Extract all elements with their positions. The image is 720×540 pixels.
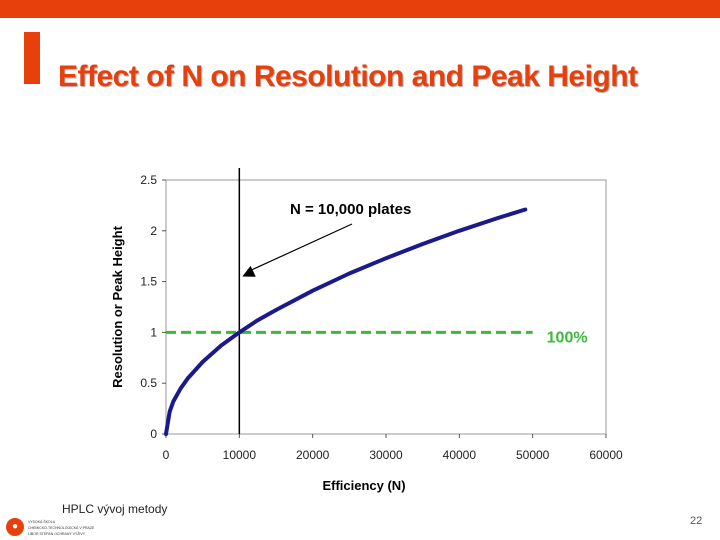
y-axis-label: Resolution or Peak Height — [110, 225, 125, 387]
efficiency-chart: 0 0.5 1 1.5 2 2.5 0 10000 20000 30000 40000 50000 6… — [110, 168, 623, 493]
y-tick-label: 0 — [150, 427, 157, 441]
series-line — [164, 207, 528, 436]
y-tick-label: 1 — [150, 325, 157, 339]
x-tick-label: 10000 — [223, 448, 257, 462]
x-axis-ticks: 0 10000 20000 30000 40000 50000 60000 — [163, 434, 623, 462]
annotation-arrow-head — [242, 265, 256, 277]
y-axis-ticks: 0 0.5 1 1.5 2 2.5 — [140, 173, 166, 441]
x-axis-label: Efficiency (N) — [322, 478, 405, 493]
footer-text: HPLC vývoj metody — [62, 502, 168, 516]
data-series — [164, 207, 528, 436]
logo-line-3: LIBOR STEPAN OCHRANY VÝŽIVY — [28, 532, 86, 536]
y-tick-label: 2.5 — [140, 173, 157, 187]
x-tick-label: 40000 — [443, 448, 477, 462]
page-number: 22 — [690, 515, 703, 527]
x-tick-label: 30000 — [369, 448, 403, 462]
y-tick-label: 1.5 — [140, 275, 157, 289]
plot-area — [165, 179, 607, 435]
reference-line-label: 100% — [547, 329, 588, 346]
x-tick-label: 50000 — [516, 448, 550, 462]
logo-line-1: VYSOKÁ ŠKOLA — [28, 520, 56, 524]
logo-line-2: CHEMICKO-TECHNOLOGICKÁ V PRAZE — [28, 526, 95, 530]
y-tick-label: 0.5 — [140, 376, 157, 390]
x-tick-label: 0 — [163, 448, 170, 462]
slide-title: Effect of N on Resolution and Peak Heigh… — [58, 60, 638, 93]
x-tick-label: 20000 — [296, 448, 330, 462]
annotation-arrow — [250, 223, 353, 272]
y-tick-label: 2 — [150, 224, 157, 238]
institution-logo-icon: ● — [6, 518, 24, 536]
x-tick-label: 60000 — [589, 448, 623, 462]
top-accent-bar — [0, 0, 720, 18]
title-accent-bar — [24, 32, 40, 84]
institution-logo: ● VYSOKÁ ŠKOLA CHEMICKO-TECHNOLOGICKÁ V … — [4, 516, 124, 538]
annotation-label: N = 10,000 plates — [290, 201, 411, 218]
